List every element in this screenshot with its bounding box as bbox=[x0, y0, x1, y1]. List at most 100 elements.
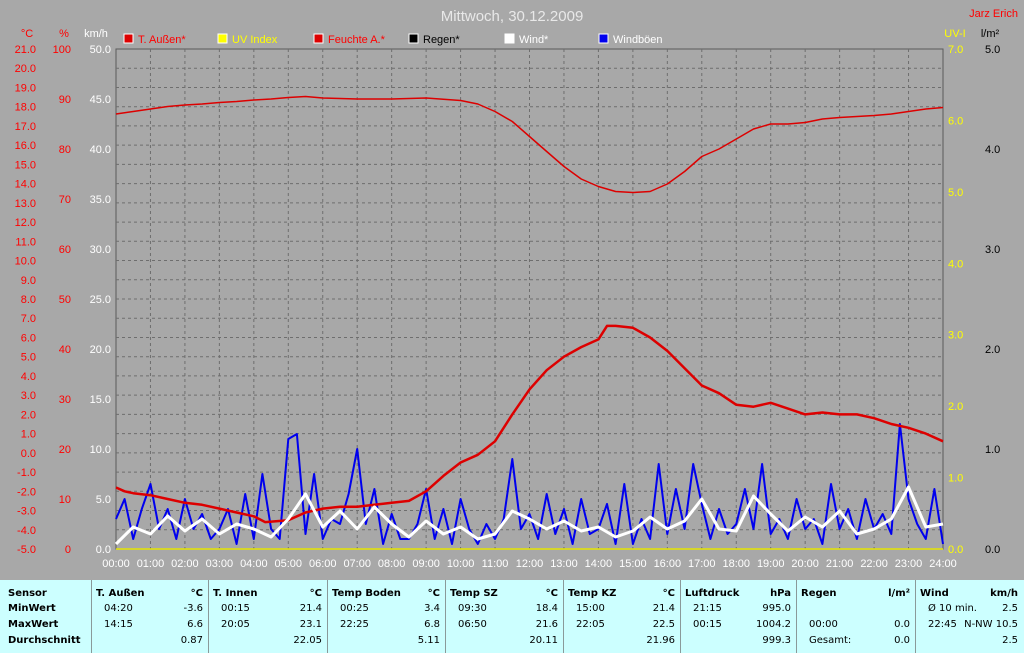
wind-tick-label: 10.0 bbox=[90, 444, 111, 456]
right-unit-label: l/m² bbox=[981, 28, 1000, 40]
cell-value: N-NW 10.5 bbox=[964, 619, 1018, 630]
row-label: MaxWert bbox=[8, 619, 59, 630]
legend-swatch bbox=[598, 33, 609, 44]
cell-value: 21.4 bbox=[652, 603, 675, 614]
cell-value: 21.96 bbox=[646, 635, 675, 646]
wind-tick-label: 40.0 bbox=[90, 144, 111, 156]
column-header: Temp Boden bbox=[332, 588, 401, 599]
uv-tick-label: 1.0 bbox=[948, 473, 963, 485]
legend-swatch bbox=[408, 33, 419, 44]
wind-tick-label: 45.0 bbox=[90, 94, 111, 106]
time-tick-label: 20:00 bbox=[791, 558, 819, 570]
cell-time: 21:15 bbox=[693, 603, 722, 614]
legend-swatch bbox=[504, 33, 515, 44]
cell-value: 23.1 bbox=[299, 619, 322, 630]
cell-value: 6.8 bbox=[424, 619, 440, 630]
time-tick-label: 13:00 bbox=[550, 558, 578, 570]
table-column: Wind km/h Ø 10 min. 2.5 22:45 N-NW 10.5 2.5 bbox=[915, 580, 1024, 653]
rain-tick-label: 2.0 bbox=[985, 344, 1000, 356]
cell-value: 999.3 bbox=[762, 635, 791, 646]
station-name: Jarz Erich bbox=[969, 8, 1018, 20]
temp-tick-label: 18.0 bbox=[15, 102, 36, 114]
column-header: Temp KZ bbox=[568, 588, 617, 599]
table-column: T. Innen °C 00:15 21.4 20:05 23.1 22.05 bbox=[208, 580, 328, 653]
cell-value: 2.5 bbox=[1002, 635, 1018, 646]
cell-time: 20:05 bbox=[221, 619, 250, 630]
temp-tick-label: 5.0 bbox=[21, 352, 36, 364]
column-unit: °C bbox=[427, 588, 440, 599]
temp-tick-label: 21.0 bbox=[15, 44, 36, 56]
time-tick-label: 21:00 bbox=[826, 558, 854, 570]
wind-tick-label: 25.0 bbox=[90, 294, 111, 306]
column-header: T. Innen bbox=[213, 588, 258, 599]
right-unit-label: UV-I bbox=[944, 28, 965, 40]
series-line-t-au-en bbox=[115, 324, 944, 524]
table-column: Temp Boden °C 00:25 3.4 22:25 6.8 5.11 bbox=[327, 580, 446, 653]
cell-value: 0.0 bbox=[894, 619, 910, 630]
temp-tick-label: 4.0 bbox=[21, 371, 36, 383]
humidity-tick-label: 80 bbox=[59, 144, 71, 156]
left-unit-label: °C bbox=[21, 28, 33, 40]
legend-label: Regen* bbox=[423, 34, 460, 46]
temp-tick-label: 0.0 bbox=[21, 448, 36, 460]
cell-time: 09:30 bbox=[458, 603, 487, 614]
wind-tick-label: 35.0 bbox=[90, 194, 111, 206]
temp-tick-label: 19.0 bbox=[15, 82, 36, 94]
rain-tick-label: 0.0 bbox=[985, 544, 1000, 556]
temp-tick-label: 12.0 bbox=[15, 217, 36, 229]
time-tick-label: 10:00 bbox=[447, 558, 475, 570]
time-tick-label: 03:00 bbox=[206, 558, 234, 570]
time-tick-label: 04:00 bbox=[240, 558, 268, 570]
uv-tick-label: 0.0 bbox=[948, 544, 963, 556]
temp-tick-label: 3.0 bbox=[21, 390, 36, 402]
wind-tick-label: 30.0 bbox=[90, 244, 111, 256]
column-header: Wind bbox=[920, 588, 949, 599]
rain-tick-label: 1.0 bbox=[985, 444, 1000, 456]
left-unit-label: % bbox=[59, 28, 69, 40]
table-column: T. Außen °C 04:20 -3.6 14:15 6.6 0.87 bbox=[91, 580, 209, 653]
temp-tick-label: 17.0 bbox=[15, 121, 36, 133]
time-tick-label: 08:00 bbox=[378, 558, 406, 570]
temp-tick-label: -1.0 bbox=[17, 467, 36, 479]
temp-tick-label: 11.0 bbox=[15, 236, 36, 248]
cell-value: 6.6 bbox=[187, 619, 203, 630]
time-tick-label: 05:00 bbox=[275, 558, 303, 570]
temp-tick-label: 6.0 bbox=[21, 332, 36, 344]
cell-value: 21.4 bbox=[299, 603, 322, 614]
rain-tick-label: 3.0 bbox=[985, 244, 1000, 256]
column-unit: l/m² bbox=[888, 588, 910, 599]
cell-value: 1004.2 bbox=[756, 619, 791, 630]
column-unit: °C bbox=[190, 588, 203, 599]
cell-time: 00:15 bbox=[693, 619, 722, 630]
chart-series bbox=[114, 95, 944, 550]
uv-tick-label: 6.0 bbox=[948, 115, 963, 127]
wind-tick-label: 15.0 bbox=[90, 394, 111, 406]
temp-tick-label: 10.0 bbox=[15, 256, 36, 268]
legend-label: T. Außen* bbox=[138, 34, 186, 46]
time-tick-label: 17:00 bbox=[688, 558, 716, 570]
uv-tick-label: 7.0 bbox=[948, 44, 963, 56]
cell-value: 20.11 bbox=[529, 635, 558, 646]
column-unit: °C bbox=[309, 588, 322, 599]
cell-time: 15:00 bbox=[576, 603, 605, 614]
rain-tick-label: 5.0 bbox=[985, 44, 1000, 56]
temp-tick-label: 2.0 bbox=[21, 409, 36, 421]
temp-tick-label: 1.0 bbox=[21, 429, 36, 441]
table-column: Sensor MinWert MaxWert Durchschnitt bbox=[4, 580, 91, 653]
weather-chart: Mittwoch, 30.12.2009 Jarz Erich °C% km/h U… bbox=[15, 8, 1018, 570]
rain-tick-label: 4.0 bbox=[985, 144, 1000, 156]
cell-value: 5.11 bbox=[417, 635, 440, 646]
wind-tick-label: 5.0 bbox=[96, 494, 111, 506]
temp-tick-label: -2.0 bbox=[17, 486, 36, 498]
humidity-tick-label: 90 bbox=[59, 94, 71, 106]
time-tick-label: 02:00 bbox=[171, 558, 199, 570]
cell-value: 3.4 bbox=[424, 603, 440, 614]
chart-legend: T. Außen* UV Index Feuchte A.* Regen* Wind* W… bbox=[123, 33, 663, 46]
summary-table: Sensor MinWert MaxWert Durchschnitt T. Außen… bbox=[0, 580, 1024, 653]
axis-unit-labels: °C% km/h UV-I l/m² bbox=[21, 28, 1000, 40]
cell-value: -3.6 bbox=[183, 603, 203, 614]
cell-value: 0.87 bbox=[180, 635, 203, 646]
table-column: Temp SZ °C 09:30 18.4 06:50 21.6 20.11 bbox=[445, 580, 564, 653]
series-line-windb-en bbox=[115, 423, 944, 545]
column-unit: hPa bbox=[770, 588, 791, 599]
